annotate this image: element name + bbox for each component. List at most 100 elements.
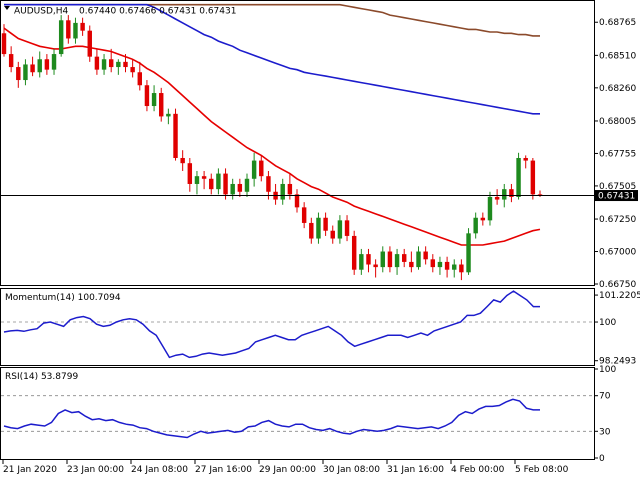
- candle-body: [44, 59, 50, 70]
- candle: [16, 61, 21, 88]
- dropdown-arrow-icon[interactable]: [4, 6, 10, 10]
- candle-body: [51, 54, 57, 70]
- candle: [430, 254, 436, 273]
- price-tick-label: 0.68260: [599, 84, 636, 94]
- candle: [23, 59, 28, 86]
- rsi-panel-border: [0, 367, 595, 460]
- momentum-line: [3, 290, 540, 359]
- price-panel-border: [0, 0, 595, 286]
- candle-body: [94, 56, 100, 70]
- candle: [444, 256, 450, 278]
- price-tick-label: 0.67000: [599, 248, 636, 258]
- candle: [316, 212, 321, 244]
- candle-body: [494, 196, 500, 200]
- candle: [494, 189, 500, 205]
- momentum-panel: 101.2205 100 98.2493 Momentum(14) 100.7094: [0, 288, 640, 367]
- candle-body: [201, 176, 207, 179]
- candle-body: [337, 220, 343, 239]
- rsi-title: RSI(14) 53.8799: [5, 372, 78, 382]
- candle-body: [237, 183, 243, 192]
- candle: [251, 152, 257, 187]
- rsi-tick-label: 30: [599, 427, 611, 437]
- candle-body: [437, 261, 443, 268]
- price-tick-label: 0.68005: [599, 117, 636, 127]
- candle-body: [209, 178, 214, 190]
- candle-body: [130, 67, 135, 73]
- price-tick-label: 0.66750: [599, 280, 636, 290]
- candle: [194, 170, 200, 195]
- candle: [351, 230, 357, 275]
- current-price-value: 0.67431: [598, 192, 635, 202]
- candle: [209, 173, 214, 195]
- candle-body: [194, 176, 200, 184]
- candle: [401, 248, 407, 268]
- candle-body: [530, 160, 536, 195]
- current-price-tag: [595, 190, 638, 202]
- price-tick-label: 0.68765: [599, 18, 636, 28]
- candle: [301, 202, 307, 229]
- time-tick-label: 21 Jan 2020: [3, 465, 57, 475]
- candle-body: [101, 59, 107, 70]
- candle-body: [259, 160, 264, 177]
- candle-body: [401, 254, 407, 262]
- momentum-tick-label: 101.2205: [599, 291, 640, 301]
- candle: [387, 246, 393, 273]
- candle-body: [23, 64, 28, 81]
- candle: [416, 246, 421, 270]
- candle-body: [1, 33, 7, 55]
- candle-body: [66, 20, 71, 39]
- price-tick-label: 0.68510: [599, 51, 636, 61]
- candle-body: [294, 194, 300, 208]
- candle-body: [8, 54, 14, 68]
- candle: [44, 54, 50, 75]
- candle: [151, 85, 157, 112]
- rsi-tick-label: 100: [599, 365, 616, 375]
- candle-body: [187, 163, 193, 184]
- candle-body: [251, 160, 257, 179]
- candle: [87, 25, 92, 62]
- candle-body: [166, 113, 171, 117]
- candle-body: [151, 93, 157, 107]
- candle-body: [473, 217, 478, 234]
- candle: [101, 54, 107, 75]
- candle-body: [230, 183, 235, 195]
- candle: [216, 168, 221, 195]
- candle-body: [380, 251, 385, 268]
- candle-body: [523, 157, 528, 161]
- candle-body: [266, 176, 271, 192]
- candle: [51, 48, 57, 75]
- current-price-label: 0.67431: [595, 190, 638, 202]
- candle-body: [509, 189, 514, 197]
- candle-body: [73, 22, 78, 39]
- candle: [337, 215, 343, 244]
- candle-body: [459, 264, 464, 273]
- candle: [509, 183, 514, 203]
- candle: [230, 178, 235, 200]
- candle-body: [516, 157, 521, 197]
- candle: [166, 108, 171, 125]
- time-tick-label: 30 Jan 08:00: [323, 465, 380, 475]
- candle: [466, 228, 471, 275]
- candle-body: [287, 183, 293, 195]
- candle: [423, 246, 428, 265]
- candle-body: [180, 157, 185, 164]
- candle: [273, 183, 278, 205]
- rsi-line: [3, 398, 540, 439]
- candle-body: [330, 230, 335, 239]
- candle: [437, 256, 443, 275]
- candle-body: [387, 251, 393, 268]
- candle: [330, 225, 335, 244]
- moving-averages: [3, 3, 541, 246]
- candle: [244, 173, 250, 197]
- candle-body: [344, 220, 350, 236]
- candle: [359, 248, 364, 275]
- ma-short-line: [3, 27, 541, 246]
- candle: [459, 259, 464, 281]
- symbol-timeframe: AUDUSD,H4: [14, 7, 69, 17]
- candle: [394, 248, 400, 275]
- candle-body: [309, 222, 314, 239]
- ma-mid-line: [4, 3, 540, 115]
- candle-body: [452, 264, 457, 270]
- candle: [1, 24, 7, 57]
- candle: [344, 215, 350, 242]
